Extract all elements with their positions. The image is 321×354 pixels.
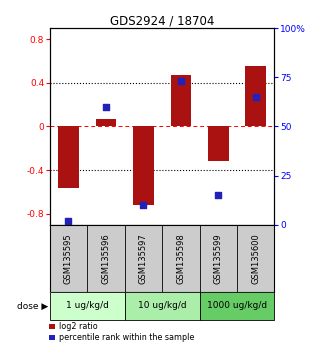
Legend: log2 ratio, percentile rank within the sample: log2 ratio, percentile rank within the s… xyxy=(49,322,194,342)
Bar xyxy=(58,126,79,188)
Point xyxy=(216,192,221,198)
Bar xyxy=(200,292,274,320)
Bar xyxy=(133,126,154,205)
Bar xyxy=(170,75,191,126)
Text: GSM135597: GSM135597 xyxy=(139,233,148,284)
Point xyxy=(66,218,71,224)
Point xyxy=(141,202,146,208)
Text: GSM135596: GSM135596 xyxy=(101,233,110,284)
Text: 1 ug/kg/d: 1 ug/kg/d xyxy=(66,302,108,310)
Text: dose ▶: dose ▶ xyxy=(17,302,48,310)
Text: GSM135600: GSM135600 xyxy=(251,233,260,284)
Text: GSM135595: GSM135595 xyxy=(64,233,73,284)
Text: 10 ug/kg/d: 10 ug/kg/d xyxy=(138,302,187,310)
Bar xyxy=(125,292,200,320)
Text: GSM135598: GSM135598 xyxy=(176,233,185,284)
Bar xyxy=(50,292,125,320)
Bar xyxy=(246,67,266,126)
Point xyxy=(178,79,183,84)
Bar xyxy=(208,126,229,161)
Text: GSM135599: GSM135599 xyxy=(214,233,223,284)
Bar xyxy=(96,119,116,126)
Point xyxy=(253,94,258,100)
Point xyxy=(103,104,108,110)
Title: GDS2924 / 18704: GDS2924 / 18704 xyxy=(110,14,214,27)
Text: 1000 ug/kg/d: 1000 ug/kg/d xyxy=(207,302,267,310)
